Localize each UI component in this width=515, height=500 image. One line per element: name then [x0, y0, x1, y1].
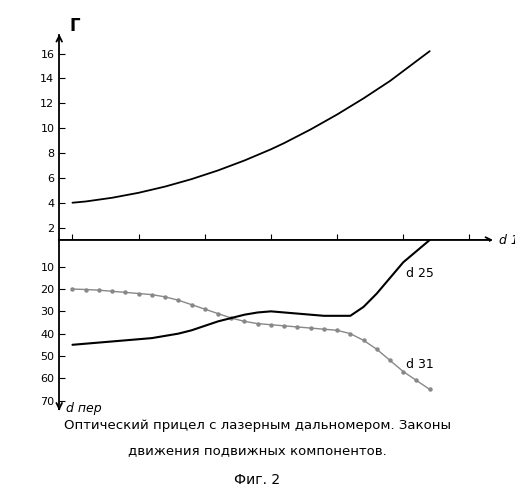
- Text: d 17: d 17: [499, 234, 515, 246]
- Text: d 25: d 25: [406, 267, 434, 280]
- Text: движения подвижных компонентов.: движения подвижных компонентов.: [128, 444, 387, 458]
- Text: d пер: d пер: [66, 402, 101, 414]
- Text: Г: Г: [70, 17, 80, 35]
- Text: Оптический прицел с лазерным дальномером. Законы: Оптический прицел с лазерным дальномером…: [64, 420, 451, 432]
- Text: d 31: d 31: [406, 358, 434, 372]
- Text: Фиг. 2: Фиг. 2: [234, 474, 281, 488]
